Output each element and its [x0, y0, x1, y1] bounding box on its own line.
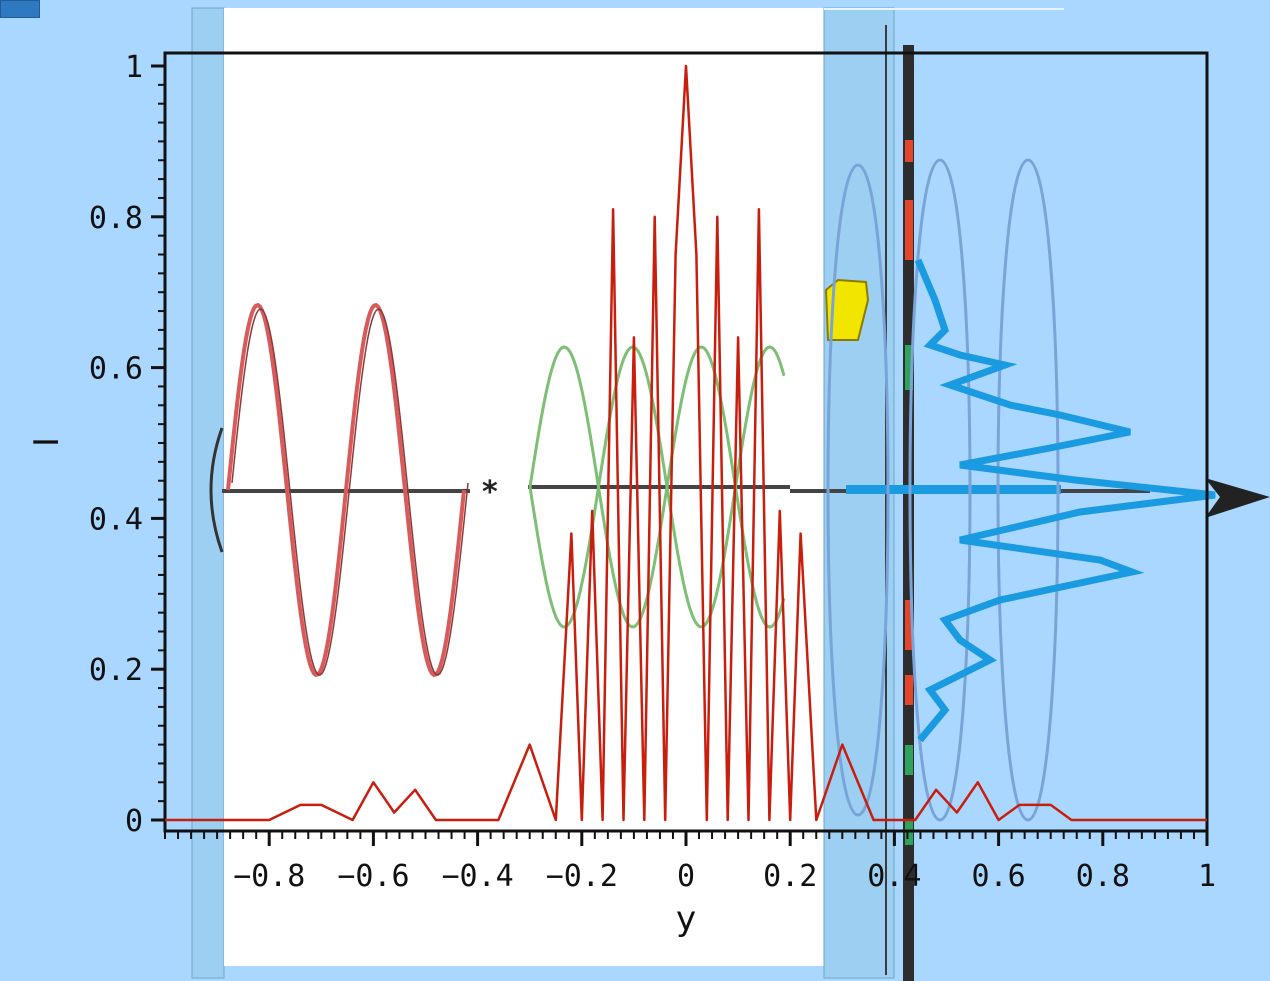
- background-illustration: *: [191, 7, 1270, 981]
- red-wave-illustration: [226, 302, 466, 678]
- y-tick-label: 0.8: [89, 201, 143, 236]
- x-tick-label: 0.6: [972, 859, 1026, 894]
- beam-strip: [846, 485, 1061, 494]
- intensity-histogram-illustration: [914, 258, 1216, 743]
- y-tick-label: 0.6: [89, 352, 143, 387]
- glass-panel-left: [191, 7, 225, 979]
- x-tick-label: 0.2: [763, 859, 817, 894]
- y-axis: 0 0.2 0.4 0.6 0.8 1: [89, 50, 165, 839]
- y-tick-label: 0: [125, 804, 143, 839]
- y-tick-label: 1: [125, 50, 143, 85]
- y-tick-label: 0.4: [89, 502, 143, 537]
- x-tick-label: 1: [1198, 859, 1216, 894]
- y-tick-label: 0.2: [89, 653, 143, 688]
- arrow-right-icon: [1205, 478, 1270, 518]
- x-tick-label: −0.4: [441, 859, 513, 894]
- x-tick-label: −0.6: [337, 859, 409, 894]
- y-axis-title: I: [27, 437, 67, 447]
- corner-tab: [0, 0, 40, 18]
- blue-wave-illustration: [826, 158, 1060, 822]
- detector-screen-icon: [903, 45, 914, 981]
- x-tick-label: 0.8: [1076, 859, 1130, 894]
- x-axis-title: y: [676, 899, 696, 939]
- red-wave-shadow: [231, 308, 469, 676]
- yellow-source-icon: [824, 278, 870, 341]
- plus-icon: *: [482, 475, 498, 510]
- x-tick-label: 0.4: [867, 859, 921, 894]
- source-bracket: [209, 427, 224, 553]
- intensity-series-line: [165, 64, 1207, 822]
- x-tick-label: −0.8: [233, 859, 305, 894]
- x-tick-label: 0: [677, 859, 695, 894]
- x-tick-label: −0.2: [546, 859, 618, 894]
- x-axis: −0.8 −0.6 −0.4 −0.2 0 0.2 0.4 0.6 0.8 1: [164, 831, 1216, 894]
